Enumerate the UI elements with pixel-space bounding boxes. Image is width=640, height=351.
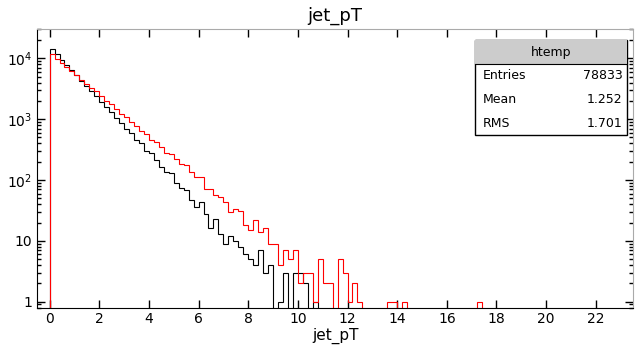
Text: 78833: 78833 [582,69,622,82]
Title: jet_pT: jet_pT [308,7,363,25]
FancyBboxPatch shape [475,40,627,135]
Text: RMS: RMS [483,117,510,130]
FancyBboxPatch shape [475,40,627,64]
X-axis label: jet_pT: jet_pT [312,328,358,344]
Text: htemp: htemp [531,46,572,59]
Text: 1.701: 1.701 [587,117,622,130]
Text: 1.252: 1.252 [587,93,622,106]
Text: Mean: Mean [483,93,516,106]
Text: Entries: Entries [483,69,526,82]
